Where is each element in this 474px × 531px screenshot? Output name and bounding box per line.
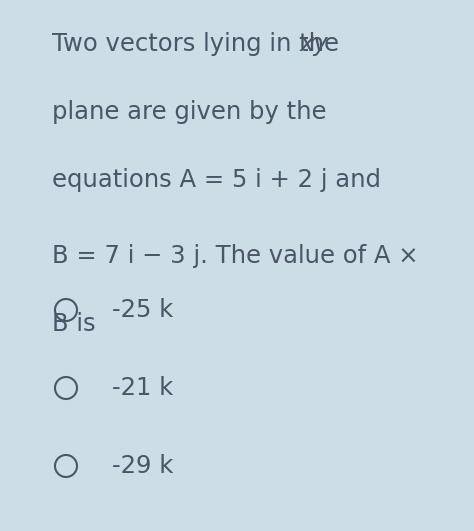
Text: -29 k: -29 k [112, 454, 173, 478]
Text: plane are given by the: plane are given by the [52, 100, 327, 124]
Text: equations A = 5 i + 2 j and: equations A = 5 i + 2 j and [52, 168, 381, 192]
Text: B = 7 i − 3 j. The value of A ×: B = 7 i − 3 j. The value of A × [52, 244, 419, 268]
Text: Two vectors lying in the: Two vectors lying in the [52, 32, 347, 56]
Text: B is: B is [52, 312, 96, 336]
Text: -25 k: -25 k [112, 298, 173, 322]
Text: xy: xy [300, 32, 329, 56]
Text: -21 k: -21 k [112, 376, 173, 400]
